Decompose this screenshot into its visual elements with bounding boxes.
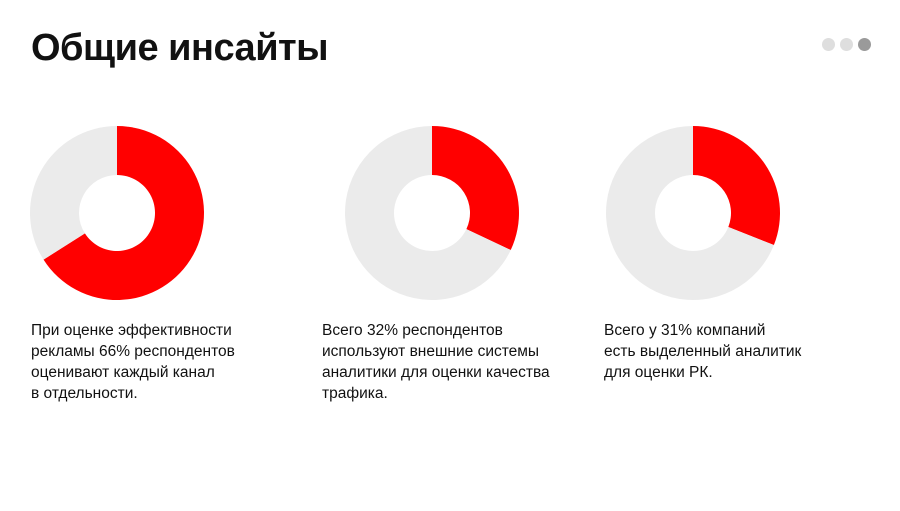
insight-caption-2: Всего 32% респондентов используют внешни…: [322, 322, 550, 402]
donut-slice-highlight: [432, 126, 519, 251]
donut-slice-highlight: [43, 126, 204, 300]
pager-dot-3-active[interactable]: [858, 38, 871, 51]
pager-dot-1[interactable]: [822, 38, 835, 51]
slide-pager: [822, 38, 871, 51]
donut-slice-remainder: [30, 126, 117, 260]
page-title: Общие инсайты: [31, 27, 329, 69]
donut-chart-3: [606, 126, 780, 300]
donut-chart-2: [344, 126, 519, 300]
insight-caption-3: Всего у 31% компаний есть выделенный ана…: [604, 322, 802, 381]
donut-chart-1: [30, 126, 204, 300]
donut-slice-remainder: [606, 126, 774, 300]
pager-dot-2[interactable]: [840, 38, 853, 51]
donut-slice-remainder: [344, 126, 511, 300]
insight-caption-1: При оценке эффективности рекламы 66% рес…: [31, 322, 235, 402]
donut-slice-highlight: [693, 126, 780, 246]
